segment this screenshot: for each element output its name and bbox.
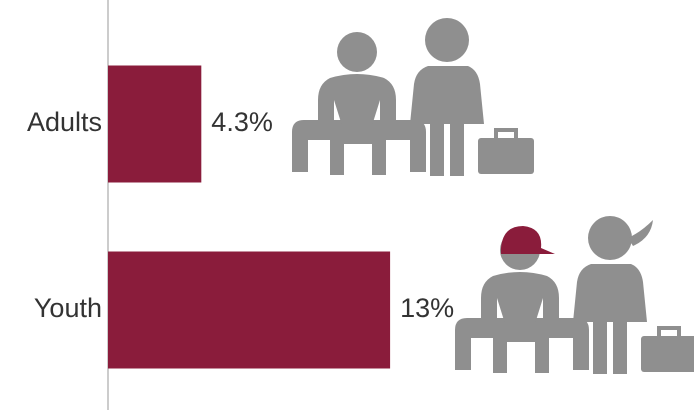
bar	[108, 251, 391, 369]
category-label: Youth	[34, 293, 102, 323]
youth-icon	[453, 214, 694, 376]
bar	[108, 65, 202, 183]
value-label: 4.3%	[211, 107, 273, 137]
value-label: 13%	[400, 293, 454, 323]
category-label: Adults	[27, 107, 102, 137]
adults-icon	[290, 16, 536, 178]
